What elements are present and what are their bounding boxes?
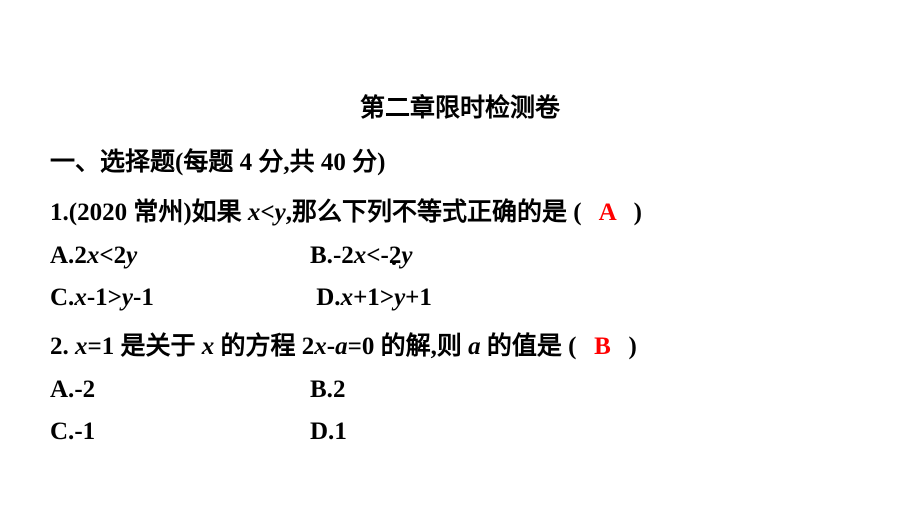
q1-optB-coef2: -2 xyxy=(381,242,402,269)
q1-optD-b: +1 xyxy=(405,284,432,311)
q2-eq-var: x xyxy=(75,333,88,360)
q1-optD-v2: y xyxy=(394,284,405,311)
q1-option-d: D.x+1>y+1 xyxy=(310,284,870,312)
q1-optA-coef2: 2 xyxy=(114,242,127,269)
q2-prefix: 2. xyxy=(50,333,75,360)
q2-expr-coef: 2 xyxy=(302,333,315,360)
heading-mid: 分,共 xyxy=(252,149,321,176)
total-points: 40 xyxy=(321,149,346,176)
q2-optA-val: -2 xyxy=(74,376,95,403)
q1-options-row2: C.x-1>y-1 D.x+1>y+1 xyxy=(50,284,870,312)
q2-optC-val: -1 xyxy=(74,418,95,445)
q2-expr-op2: = xyxy=(348,333,362,360)
q1-suffix: ) xyxy=(634,199,642,226)
q2-optB-val: 2 xyxy=(333,376,346,403)
q1-optD-op: > xyxy=(380,284,394,311)
q1-optD-a: +1 xyxy=(353,284,380,311)
cursor-dot-icon xyxy=(392,261,396,265)
q1-optD-label: D. xyxy=(316,284,340,311)
q2-optD-val: 1 xyxy=(334,418,347,445)
q1-answer: A xyxy=(599,199,617,226)
q1-prefix: 1.(2020 常州)如果 xyxy=(50,199,248,226)
q1-var-y: y xyxy=(275,199,286,226)
q1-optA-v1: x xyxy=(87,242,100,269)
q1-optC-a: -1 xyxy=(87,284,108,311)
q2-expr-op1: - xyxy=(327,333,335,360)
per-points: 4 xyxy=(240,149,253,176)
q1-option-b: B.-2x<-2y xyxy=(310,242,870,270)
q1-optA-coef1: 2 xyxy=(74,242,87,269)
q1-optC-op: > xyxy=(108,284,122,311)
q2-optB-label: B. xyxy=(310,376,333,403)
q1-optB-coef1: -2 xyxy=(333,242,354,269)
q2-option-c: C.-1 xyxy=(50,418,310,446)
q2-mid2: 的方程 xyxy=(214,333,302,360)
chapter-title: 第二章限时检测卷 xyxy=(50,88,870,124)
q2-eq-val: 1 xyxy=(102,333,115,360)
q2-answer: B xyxy=(594,333,611,360)
q1-optD-v1: x xyxy=(341,284,354,311)
q2-option-a: A.-2 xyxy=(50,376,310,404)
q1-optC-b: -1 xyxy=(133,284,154,311)
heading-suffix: 分) xyxy=(346,149,386,176)
heading-prefix: 一、选择题(每题 xyxy=(50,149,240,176)
q1-optA-op: < xyxy=(99,242,113,269)
q1-optC-v1: x xyxy=(74,284,87,311)
q1-mid: ,那么下列不等式正确的是 ( xyxy=(286,199,582,226)
q1-optB-label: B. xyxy=(310,242,333,269)
q2-mid1: 是关于 xyxy=(114,333,202,360)
q2-suffix: ) xyxy=(628,333,636,360)
q2-expr-v2: a xyxy=(335,333,348,360)
q1-optC-label: C. xyxy=(50,284,74,311)
q2-optA-label: A. xyxy=(50,376,74,403)
q1-options-row1: A.2x<2y B.-2x<-2y xyxy=(50,242,870,270)
q1-optA-label: A. xyxy=(50,242,74,269)
q2-optD-label: D. xyxy=(310,418,334,445)
q1-optB-v1: x xyxy=(354,242,367,269)
section-heading: 一、选择题(每题 4 分,共 40 分) xyxy=(50,142,870,178)
q2-option-b: B.2 xyxy=(310,376,870,404)
q1-option-c: C.x-1>y-1 xyxy=(50,284,310,312)
q1-op: < xyxy=(260,199,274,226)
q2-var: x xyxy=(202,333,215,360)
q1-optB-op: < xyxy=(366,242,380,269)
q2-options-row2: C.-1 D.1 xyxy=(50,418,870,446)
q2-optC-label: C. xyxy=(50,418,74,445)
q1-optA-v2: y xyxy=(126,242,137,269)
q2-stem: 2. x=1 是关于 x 的方程 2x-a=0 的解,则 a 的值是 (B) xyxy=(50,326,870,362)
q1-optB-v2: y xyxy=(401,242,412,269)
q1-optC-v2: y xyxy=(122,284,133,311)
q1-var-x: x xyxy=(248,199,261,226)
q2-expr-v1: x xyxy=(314,333,327,360)
q2-option-d: D.1 xyxy=(310,418,870,446)
q2-mid3: 的解,则 xyxy=(374,333,468,360)
q1-stem: 1.(2020 常州)如果 x<y,那么下列不等式正确的是 ( A) xyxy=(50,192,870,228)
q2-expr-b: 0 xyxy=(362,333,375,360)
q2-options-row1: A.-2 B.2 xyxy=(50,376,870,404)
q2-eq-op: = xyxy=(88,333,102,360)
q2-mid4: 的值是 ( xyxy=(481,333,577,360)
q1-option-a: A.2x<2y xyxy=(50,242,310,270)
q2-ask-var: a xyxy=(468,333,481,360)
